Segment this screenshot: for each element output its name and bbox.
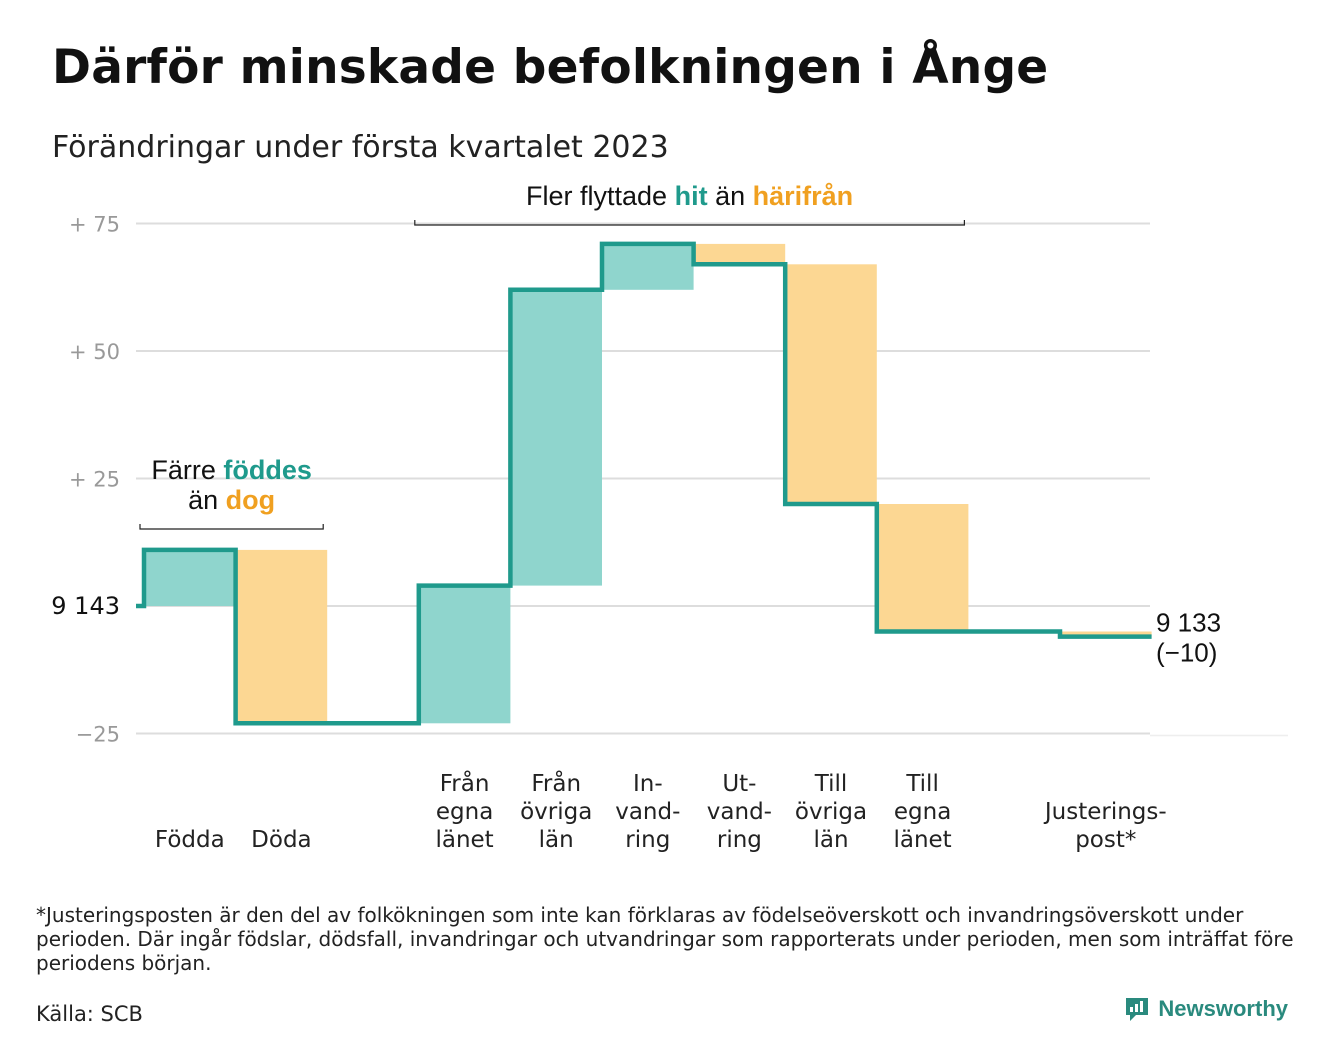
newsworthy-logo: Newsworthy — [1124, 996, 1288, 1022]
category-label-line: Från — [440, 769, 490, 797]
category-label: Till egna länet — [893, 771, 951, 853]
category-label-line: Födda — [155, 827, 225, 853]
end-value-label: 9 133 — [1156, 608, 1221, 638]
waterfall-bar — [237, 549, 328, 724]
category-label: Från egna länet — [435, 769, 493, 853]
page-subtitle: Förändringar under första kvartalet 2023 — [52, 130, 669, 165]
annotation-segment: hit — [675, 181, 708, 211]
category-label-line: Från — [531, 769, 581, 797]
category-label-line: In- — [633, 771, 663, 797]
end-change-label: (−10) — [1156, 638, 1217, 668]
category-label: Födda — [155, 827, 225, 853]
category-label-line: övriga — [520, 799, 592, 825]
y-tick-label: + 25 — [69, 468, 120, 492]
category-label-line: län — [539, 827, 574, 853]
annotation-segment: än — [708, 181, 753, 211]
waterfall-bar — [420, 585, 511, 724]
source-label: Källa: SCB — [36, 1002, 143, 1026]
category-label-line: länet — [893, 827, 951, 853]
category-label: Ut-vand-ring — [707, 771, 772, 853]
annotation-segment: Färre — [151, 455, 223, 485]
annotation-text: Fler flyttade hit än härifrån — [526, 181, 853, 211]
y-tick-label: −25 — [76, 723, 120, 747]
category-label-line: egna — [894, 799, 951, 825]
waterfall-bar — [512, 289, 602, 586]
category-label-line: ring — [625, 827, 670, 853]
newsworthy-logo-icon — [1126, 998, 1149, 1021]
waterfall-bar — [878, 504, 969, 632]
category-label: Justerings-post* — [1043, 799, 1167, 853]
waterfall-bar — [1062, 631, 1152, 637]
category-label-line: övriga — [795, 799, 867, 825]
waterfall-bar — [146, 549, 236, 606]
category-label-line: post* — [1075, 827, 1136, 853]
category-label: In-vand-ring — [615, 771, 680, 853]
annotation-text: än dog — [188, 485, 275, 515]
category-label-line: län — [813, 827, 848, 853]
y-tick-label: + 75 — [69, 213, 120, 237]
waterfall-bar — [787, 264, 877, 504]
waterfall-chart: + 75 + 50 + 25 −25 9 143 9 133(−10) Födda Döda F… — [51, 181, 1288, 853]
annotation-text: Färre föddes — [151, 455, 312, 485]
waterfall-bar — [604, 243, 694, 290]
category-label-line: vand- — [707, 799, 772, 825]
cumulative-line — [136, 241, 1152, 726]
category-label-line: Justerings- — [1043, 799, 1167, 825]
category-label-line: ring — [717, 827, 762, 853]
annotation-segment: härifrån — [753, 181, 854, 211]
category-label-line: Döda — [251, 827, 311, 853]
brand-name: Newsworthy — [1158, 996, 1288, 1021]
annotation-segment: än — [188, 485, 226, 515]
category-label-line: Ut- — [722, 771, 756, 797]
waterfall-bar — [695, 243, 786, 265]
category-label-line: länet — [435, 827, 493, 853]
annotation-segment: Fler flyttade — [526, 181, 675, 211]
annotation-segment: dog — [226, 485, 275, 515]
category-label: Döda — [251, 827, 311, 853]
start-value-label: 9 143 — [51, 592, 120, 620]
category-label-line: Till — [905, 771, 939, 797]
y-tick-label: + 50 — [69, 340, 120, 364]
page-title: Därför minskade befolkningen i Ånge — [52, 40, 1049, 95]
footnote: *Justeringsposten är den del av folkökni… — [36, 903, 1294, 975]
category-label: Till övriga län — [795, 771, 867, 853]
category-label-line: vand- — [615, 799, 680, 825]
category-label: Från övriga län — [520, 769, 592, 853]
annotation-bracket — [139, 524, 324, 530]
annotation-segment: föddes — [223, 455, 312, 485]
category-label-line: Till — [814, 771, 848, 797]
category-label-line: egna — [436, 799, 493, 825]
annotation-bracket — [414, 220, 965, 226]
